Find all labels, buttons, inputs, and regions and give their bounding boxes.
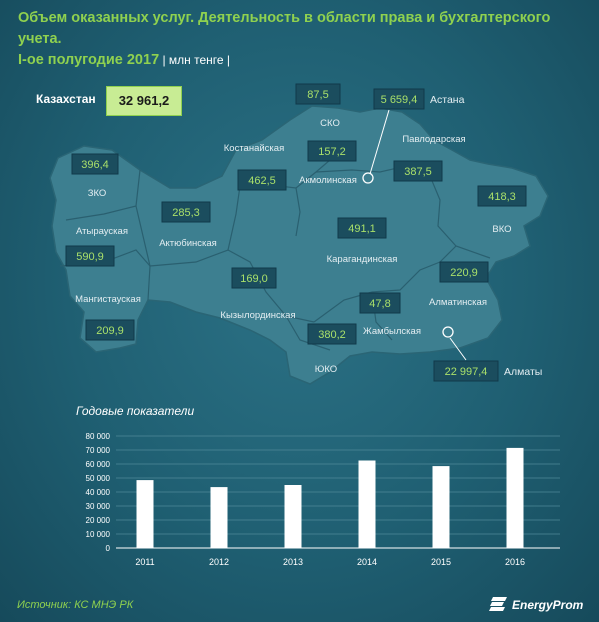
aktobe-value-box [161, 201, 211, 223]
x-axis-ticks: 2011 2012 2013 2014 2015 2016 [135, 557, 525, 567]
atyrau-name: Атырауская [76, 226, 128, 237]
zhambyl-value-box [359, 292, 401, 314]
akmola-value-box [307, 140, 357, 162]
title-line1: Объем оказанных услуг. Деятельность в об… [18, 10, 551, 47]
mangistau-name: Мангистауская [75, 294, 141, 305]
y-tick-label: 40 000 [86, 488, 111, 497]
akmola-value: 157,2 [318, 146, 346, 158]
sko-name: СКО [320, 118, 340, 129]
x-tick-label: 2015 [431, 557, 451, 567]
astana-marker [362, 172, 374, 184]
almaty-region-value-box [439, 261, 489, 283]
almaty-region-value: 220,9 [450, 267, 478, 279]
sko-value: 87,5 [307, 89, 328, 101]
bar-2014 [358, 460, 376, 548]
chart-grid [116, 435, 560, 549]
kostanay-value: 462,5 [248, 175, 276, 187]
pavlodar-name: Павлодарская [402, 134, 465, 145]
pavlodar-value: 387,5 [404, 166, 432, 178]
x-tick-label: 2011 [135, 557, 154, 567]
infographic-title: Объем оказанных услуг. Деятельность в об… [18, 8, 588, 71]
x-tick-label: 2013 [283, 557, 303, 567]
bar-2011 [136, 480, 154, 548]
atyrau-value-box [65, 245, 115, 267]
astana-name: Астана [430, 94, 465, 106]
y-tick-label: 10 000 [86, 530, 111, 539]
astana-leader-line [369, 109, 390, 175]
y-tick-label: 30 000 [86, 502, 111, 511]
almaty-name: Алматы [504, 366, 542, 378]
kazakhstan-total-value: 32 961,2 [106, 86, 182, 116]
title-line2: I-ое полугодие 2017 [18, 52, 160, 68]
uko-name: ЮКО [315, 364, 337, 375]
kostanay-name: Костанайская [224, 143, 284, 154]
astana-value: 5 659,4 [381, 94, 418, 106]
uko-value-box [307, 323, 357, 345]
bar-2016 [506, 447, 524, 548]
kazakhstan-label: Казахстан [36, 92, 96, 106]
brand-name: EnergyProm [512, 598, 584, 612]
x-tick-label: 2012 [209, 557, 229, 567]
zko-name: ЗКО [88, 188, 107, 199]
y-tick-label: 0 [106, 544, 111, 553]
map-labels: 396,4 ЗКО Атырауская 590,9 Мангистауская… [65, 83, 542, 382]
kyzylorda-value: 169,0 [240, 273, 268, 285]
bar-2013 [284, 485, 302, 548]
y-axis-ticks: 0 10 000 20 000 30 000 40 000 50 000 60 000 70 … [86, 432, 111, 553]
almaty-value-box [433, 360, 499, 382]
kostanay-value-box [237, 169, 287, 191]
mangistau-value: 209,9 [96, 325, 124, 337]
uko-value: 380,2 [318, 329, 346, 341]
akmola-name: Акмолинская [299, 175, 357, 186]
y-tick-label: 50 000 [86, 474, 111, 483]
y-tick-label: 20 000 [86, 516, 111, 525]
aktobe-name: Актюбинская [159, 238, 217, 249]
y-tick-label: 80 000 [86, 432, 111, 441]
title-unit: | млн тенге | [159, 53, 231, 67]
x-tick-label: 2016 [505, 557, 525, 567]
aktobe-value: 285,3 [172, 207, 200, 219]
pavlodar-value-box [393, 160, 443, 182]
astana-value-box [373, 88, 425, 110]
almaty-marker [442, 326, 454, 338]
bar-2015 [432, 466, 450, 548]
sko-value-box [295, 83, 341, 105]
atyrau-value: 590,9 [76, 251, 104, 263]
zhambyl-name: Жамбылская [363, 326, 421, 337]
zko-value-box [71, 153, 119, 175]
energyprom-logo-icon [489, 597, 507, 611]
chart-bars [136, 447, 524, 548]
zko-value: 396,4 [81, 159, 109, 171]
chart-title: Годовые показатели [76, 404, 195, 418]
almaty-leader-line [449, 337, 467, 361]
almaty-value: 22 997,4 [445, 366, 488, 378]
karaganda-value-box [337, 217, 387, 239]
x-tick-label: 2014 [357, 557, 377, 567]
karaganda-name: Карагандинская [327, 254, 398, 265]
karaganda-value: 491,1 [348, 223, 376, 235]
bar-2012 [210, 487, 228, 548]
y-tick-label: 60 000 [86, 460, 111, 469]
almaty-region-name: Алматинская [429, 297, 487, 308]
kyzylorda-name: Кызылординская [220, 310, 295, 321]
source-note: Источник: КС МНЭ РК [17, 599, 134, 611]
y-tick-label: 70 000 [86, 446, 111, 455]
vko-value-box [477, 185, 527, 207]
vko-name: ВКО [492, 224, 511, 235]
kyzylorda-value-box [231, 267, 277, 289]
zhambyl-value: 47,8 [369, 298, 390, 310]
mangistau-value-box [85, 319, 135, 341]
vko-value: 418,3 [488, 191, 516, 203]
